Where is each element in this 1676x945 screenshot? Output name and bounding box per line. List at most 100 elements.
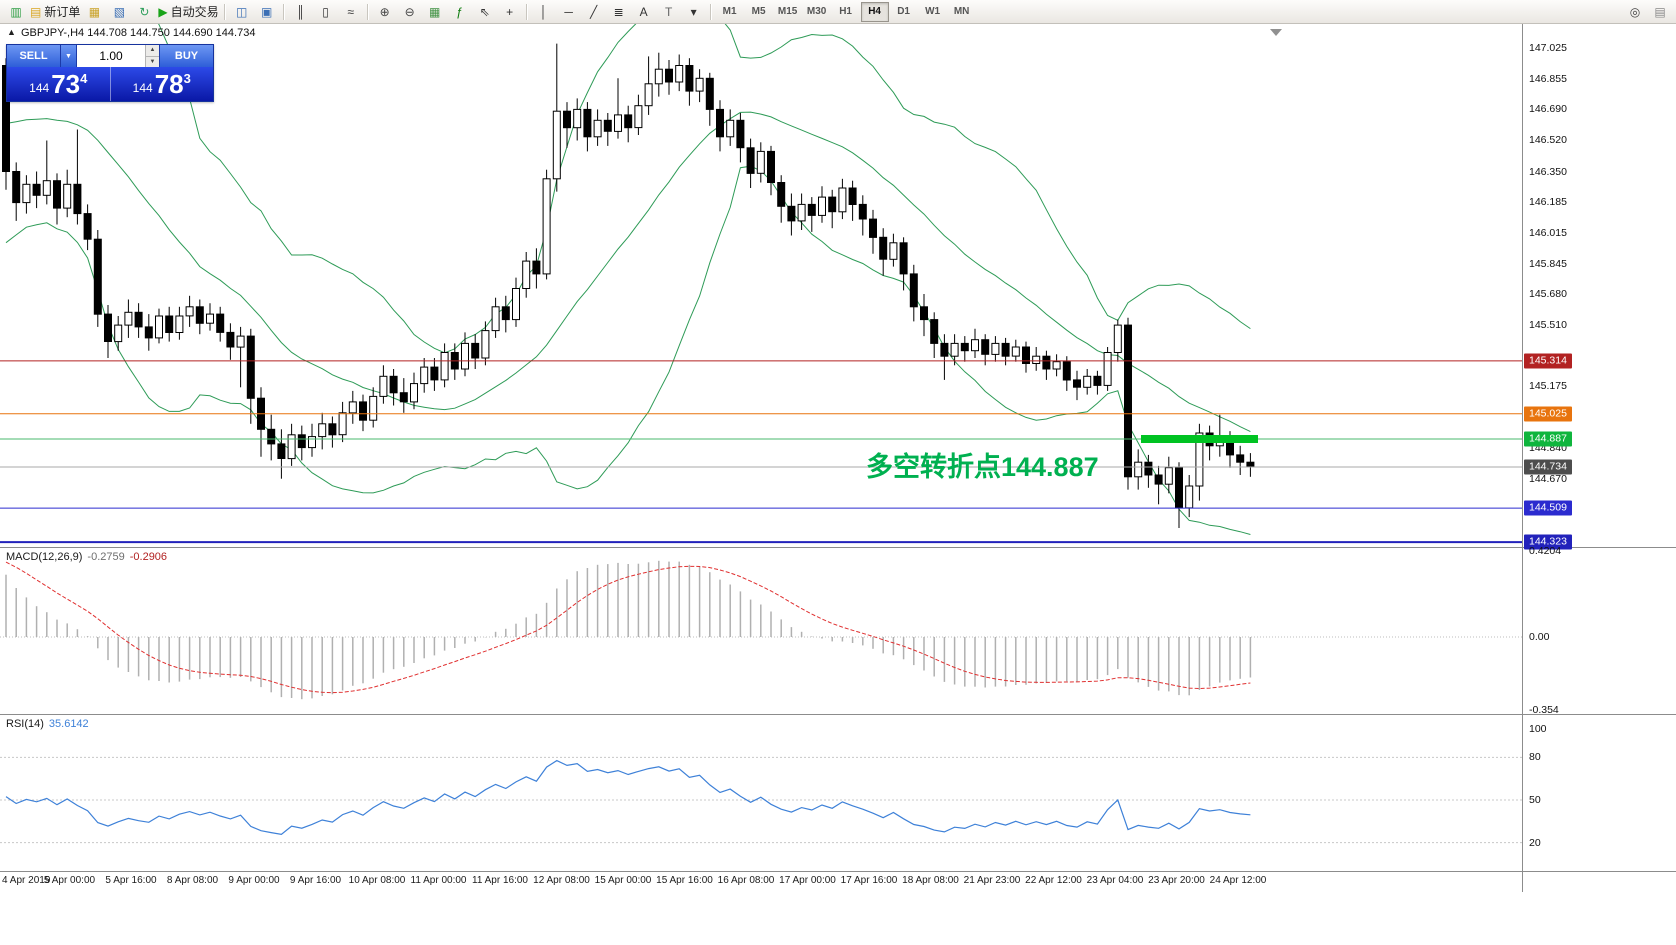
sell-button[interactable]: SELL [7,45,60,67]
autotrade-button[interactable]: ▶ 自动交易 [157,1,219,23]
shapes-dropdown-icon: ▾ [690,4,697,19]
new-chart-icon[interactable]: ◫ [230,1,254,23]
ask-price[interactable]: 144 78 3 [109,67,214,101]
timeframe-d1[interactable]: D1 [897,6,910,17]
rsi-tick-label: 20 [1529,836,1541,849]
timeframe-h4[interactable]: H4 [860,1,889,22]
candle-body [379,375,388,397]
time-tick-label: 21 Apr 23:00 [963,875,1021,886]
charts-icon[interactable]: ▦ [82,1,106,23]
price-level-badge: 144.509 [1524,500,1572,516]
refresh-icon[interactable]: ↻ [132,1,156,23]
rsi-panel[interactable]: RSI(14) 35.6142 [0,715,1522,872]
candle-body [542,178,551,275]
horizontal-line-icon[interactable]: ─ [557,1,581,23]
turning-point-highlight[interactable] [1141,435,1258,443]
candlestick-type-icon[interactable]: ▯ [314,1,338,23]
volume-down-icon[interactable]: ▼ [146,56,159,67]
volume-up-icon[interactable]: ▲ [146,45,159,57]
one-click-panel-toggle[interactable]: ▲ [7,27,16,37]
time-tick-label: 22 Apr 12:00 [1025,875,1082,886]
bid-price-figure: 144 [29,80,50,95]
rsi-canvas[interactable] [0,715,1522,871]
text-icon[interactable]: A [632,1,656,23]
price-chart-canvas[interactable]: 多空转折点144.887 [0,24,1522,547]
candle-body [481,330,490,359]
ask-price-point: 3 [183,71,191,86]
zoom-in-icon[interactable]: ⊕ [373,1,397,23]
new-order-button[interactable]: ▤ 新订单 [29,1,81,23]
candle-body [1011,346,1020,357]
macd-panel[interactable]: MACD(12,26,9) -0.2759 -0.2906 [0,548,1522,715]
timeframe-m5[interactable]: M5 [751,6,766,17]
line-chart-type-icon[interactable]: ≈ [339,1,363,23]
docking-icon[interactable]: ▤ [1648,1,1672,23]
price-tick-label: 146.015 [1529,226,1567,239]
macd-tick-label: -0.354 [1529,703,1559,716]
chart-shift-marker[interactable] [1270,29,1282,36]
candle-body [573,108,582,129]
time-axis[interactable]: 4 Apr 2019 5 Apr 00:00 5 Apr 16:00 8 Apr 08… [0,872,1522,892]
label-icon[interactable]: T [657,1,681,23]
candle-body [155,315,163,339]
trendline-icon[interactable]: ╱ [582,1,606,23]
candle-body [950,342,959,357]
candle-body [1236,454,1245,463]
crosshair-icon[interactable]: + [498,1,522,23]
fibonacci-icon[interactable]: ≣ [607,1,631,23]
timeframe-h1[interactable]: H1 [839,6,852,17]
buy-button[interactable]: BUY [159,45,213,67]
time-tick-label: 16 Apr 08:00 [717,875,775,886]
candle-body [787,205,796,222]
timeframe-m30[interactable]: M30 [806,6,827,17]
tile-windows-icon[interactable]: ▦ [423,1,447,23]
cursor-icon[interactable]: ⇖ [473,1,497,23]
terminal-icon[interactable]: ▥ [4,1,28,23]
price-tick-label: 146.690 [1529,103,1567,116]
shapes-dropdown-icon[interactable]: ▾ [682,1,706,23]
zoom-out-icon[interactable]: ⊖ [398,1,422,23]
candle-body [1062,361,1071,381]
axis-divider [1523,714,1676,715]
macd-canvas[interactable] [0,548,1522,714]
market-watch-icon[interactable]: ▧ [107,1,131,23]
turning-point-annotation[interactable]: 多空转折点144.887 [866,451,1099,482]
candle-body [1001,342,1010,357]
candle-body [83,213,92,240]
candle-body [1246,461,1255,468]
price-level-badge: 144.734 [1524,459,1572,475]
candle-body [705,77,714,110]
price-chart-panel[interactable]: 多空转折点144.887 ▲ GBPJPY-,H4 144.708 144.75… [0,24,1522,548]
rsi-line [5,759,1251,836]
timeframe-w1[interactable]: W1 [925,6,941,17]
new-order-button-label: 新订单 [44,5,81,19]
macd-label: MACD(12,26,9) -0.2759 -0.2906 [6,551,168,563]
ask-price-pips: 78 [154,69,184,99]
trade-options-dropdown[interactable]: ▼ [60,45,77,67]
symbol-search-icon[interactable]: ◎ [1623,1,1647,23]
price-tick-label: 144.670 [1529,472,1567,485]
bar-chart-type-icon[interactable]: ║ [289,1,313,23]
indicators-icon[interactable]: ƒ [448,1,472,23]
candle-body [552,110,561,180]
candle-body [410,383,418,403]
vertical-line-icon[interactable]: │ [532,1,556,23]
volume-stepper[interactable]: 1.00 ▲ ▼ [77,45,159,67]
volume-spin-buttons[interactable]: ▲ ▼ [145,45,159,67]
price-axis[interactable]: 147.025 146.855 146.690 146.520 146.350 146.1… [1522,24,1676,892]
candle-body [22,183,31,204]
macd-tick-label: 0.00 [1529,631,1550,643]
candle-body [1124,324,1132,478]
candle-body [389,375,398,394]
volume-input[interactable]: 1.00 [99,49,123,63]
timeframe-m15[interactable]: M15 [777,6,798,17]
bid-price[interactable]: 144 73 4 [7,67,110,101]
profiles-icon[interactable]: ▣ [255,1,279,23]
price-tick-label: 145.845 [1529,257,1567,270]
timeframe-mn[interactable]: MN [953,6,970,17]
candle-body [461,342,469,370]
price-tick-label: 146.350 [1529,165,1567,178]
rsi-tick-label: 80 [1529,751,1541,764]
candle-body [909,273,918,308]
timeframe-m1[interactable]: M1 [722,6,737,17]
